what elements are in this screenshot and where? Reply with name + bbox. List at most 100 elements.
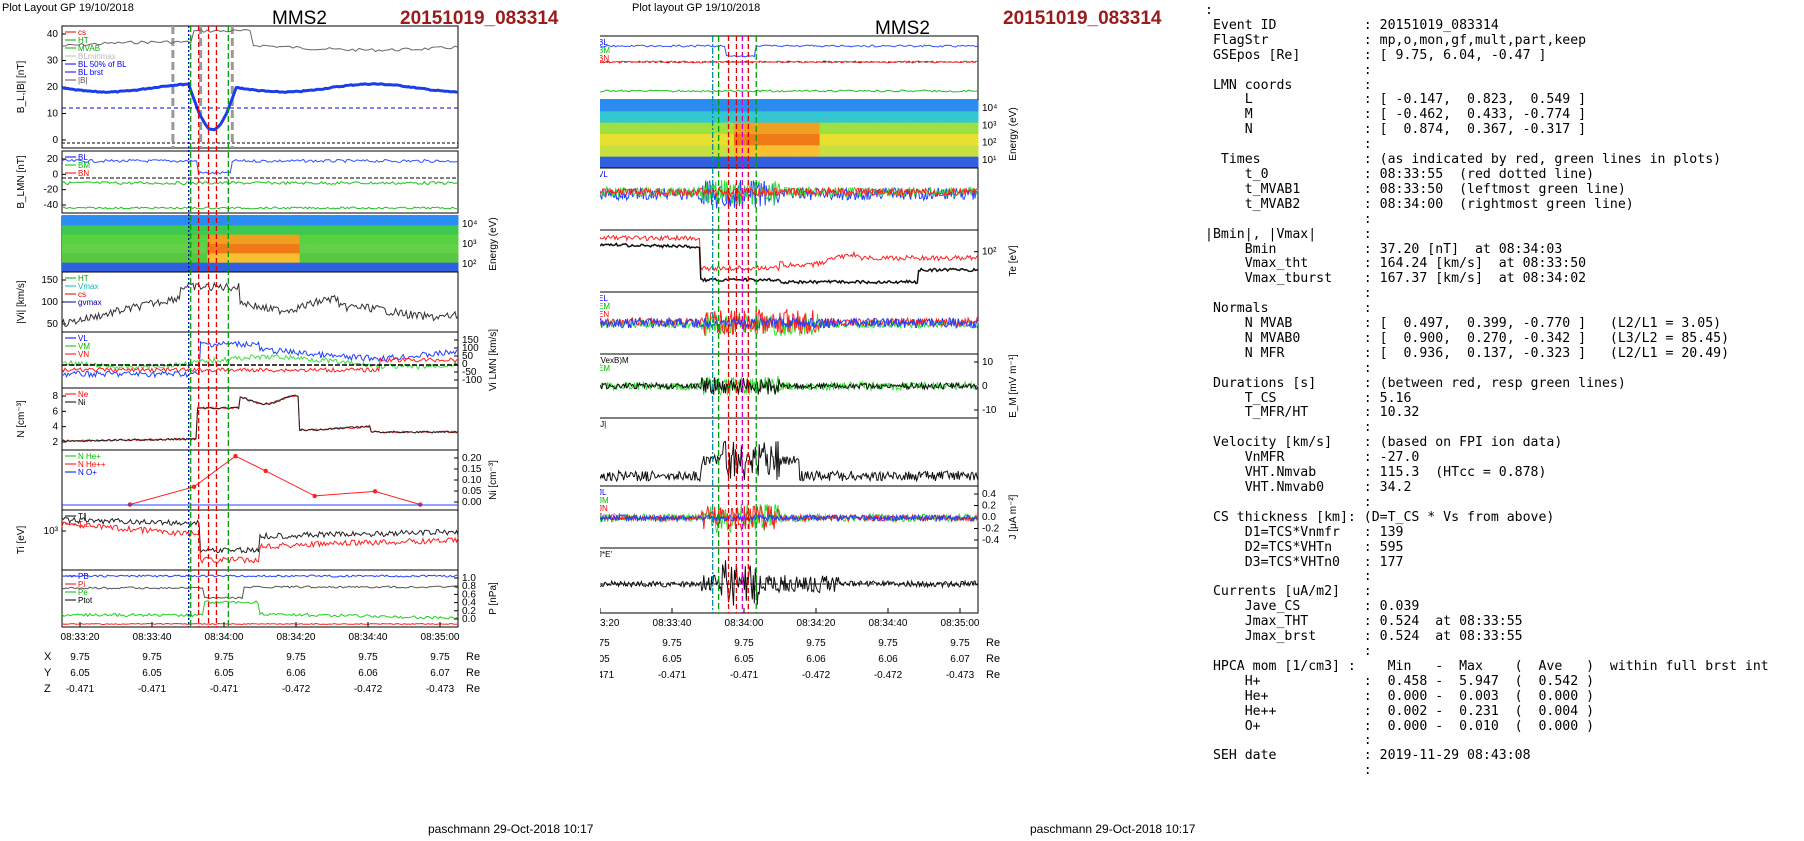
spectrogram-cell (826, 145, 834, 158)
spectrogram-cell (641, 156, 649, 169)
info-line: : (1205, 211, 1372, 227)
spectrogram-cell (418, 216, 426, 226)
spectrogram-cell (326, 234, 334, 245)
spectrogram-cell (260, 216, 268, 226)
y-tick-label: 150 (41, 275, 58, 286)
spectrogram-cell (938, 122, 946, 135)
spectrogram-cell (892, 111, 900, 124)
spectrogram-cell (733, 145, 741, 158)
spectrogram-cell (733, 100, 741, 112)
spectrogram-cell (806, 145, 814, 158)
spectrogram-cell (233, 253, 241, 264)
spectrogram-cell (68, 225, 76, 236)
spectrogram-cell (88, 244, 96, 254)
spectrogram-cell (372, 244, 380, 254)
info-line: : (1205, 62, 1372, 78)
spectrogram-cell (799, 111, 807, 124)
spectrogram-cell (885, 145, 893, 158)
spectrogram-cell (266, 262, 274, 273)
info-line: N MVAB : [ 0.497, 0.399, -0.770 ] (L2/L1… (1205, 316, 1722, 332)
spectrogram-cell (681, 134, 689, 146)
info-line: N MFR : [ 0.936, 0.137, -0.323 ] (L2/L1 … (1205, 345, 1730, 361)
y-tick-label: 20 (47, 154, 59, 165)
spectrogram-cell (101, 234, 109, 245)
spectrogram-cell (654, 145, 662, 158)
panel-ylabel: B_LMN [nT] (16, 155, 27, 209)
spectrogram-cell (601, 156, 609, 169)
spectrogram-cell (674, 111, 682, 124)
x-tick-label: 08:34:40 (349, 632, 388, 643)
ven-trace (600, 186, 979, 198)
spectrogram-cell (392, 253, 400, 264)
spectrogram-cell (246, 225, 254, 236)
spectrogram-cell (438, 262, 446, 273)
em-trace (600, 312, 979, 337)
coord-value: 9.75 (214, 652, 234, 663)
coord-unit: Re (986, 653, 1000, 665)
spectrogram-cell (425, 216, 433, 226)
spectrogram-cell (95, 234, 103, 245)
spectrogram-cell (339, 234, 347, 245)
he-plusplus-line (129, 455, 421, 505)
spectrogram-cell (359, 225, 367, 236)
spectrogram-cell (286, 262, 294, 273)
legend-entry: Pi (78, 580, 85, 589)
spectrogram-cell (879, 100, 887, 112)
spectrogram-cell (872, 122, 880, 135)
spectrogram-cell (925, 100, 933, 112)
spectrogram-cell (240, 253, 248, 264)
spectrogram-cell (121, 234, 129, 245)
info-line: : (1205, 137, 1372, 153)
spectrogram-cell (187, 244, 195, 254)
spectrogram-cell (938, 145, 946, 158)
spectrogram-cell (213, 262, 221, 273)
coord-value: 6.06 (358, 668, 378, 679)
spectrogram-cell (945, 111, 953, 124)
spectrogram-cell (378, 253, 386, 264)
spectrogram-cell (392, 234, 400, 245)
spectrogram-cell (753, 100, 761, 112)
spectrogram-cell (200, 253, 208, 264)
coord-value: -0.471 (210, 684, 239, 695)
spectrogram-cell (720, 122, 728, 135)
spectrogram-cell (444, 253, 452, 264)
spectrogram-cell (398, 216, 406, 226)
y-tick-label: 4 (52, 422, 58, 433)
spectrogram-cell (378, 244, 386, 254)
spectrogram-cell (806, 122, 814, 135)
y-tick-label: 0 (462, 359, 468, 370)
spectrogram-cell (859, 100, 867, 112)
spectrogram-cell (95, 216, 103, 226)
he-plusplus-point (233, 453, 238, 459)
spectrogram-cell (372, 253, 380, 264)
spectrogram-cell (694, 100, 702, 112)
bm-trace (61, 180, 459, 186)
spectrogram-cell (299, 262, 307, 273)
legend-entry: Vmax (78, 282, 98, 291)
je-trace (600, 560, 979, 606)
legend-entry: |B| (78, 76, 88, 85)
spectrogram-cell (681, 100, 689, 112)
spectrogram-cell (425, 244, 433, 254)
t-parallel-trace (61, 516, 459, 554)
spectrogram-cell (747, 145, 755, 158)
legend-entry: BL (78, 153, 88, 162)
spectrogram-cell (600, 145, 603, 158)
y-tick-label: -50 (462, 367, 477, 378)
info-line: He+ : 0.000 - 0.003 ( 0.000 ) (1205, 688, 1595, 704)
y-tick-label: 0.0 (982, 512, 996, 523)
legend-entry: VN (78, 350, 89, 359)
y-tick-label: 0.2 (982, 501, 996, 512)
y-tick-label: 0.4 (982, 489, 996, 500)
spectrogram-cell (279, 225, 287, 236)
spectrogram-cell (826, 134, 834, 146)
spectrogram-cell (786, 111, 794, 124)
spectrogram-cell (786, 134, 794, 146)
spectrogram-cell (81, 234, 89, 245)
spectrogram-cell (819, 111, 827, 124)
spectrogram-cell (332, 225, 340, 236)
coord-axis-label: Z (44, 683, 51, 695)
legend-entry: BL 50% of BL (78, 60, 127, 69)
spectrogram-cell (187, 234, 195, 245)
spectrogram-cell (773, 145, 781, 158)
